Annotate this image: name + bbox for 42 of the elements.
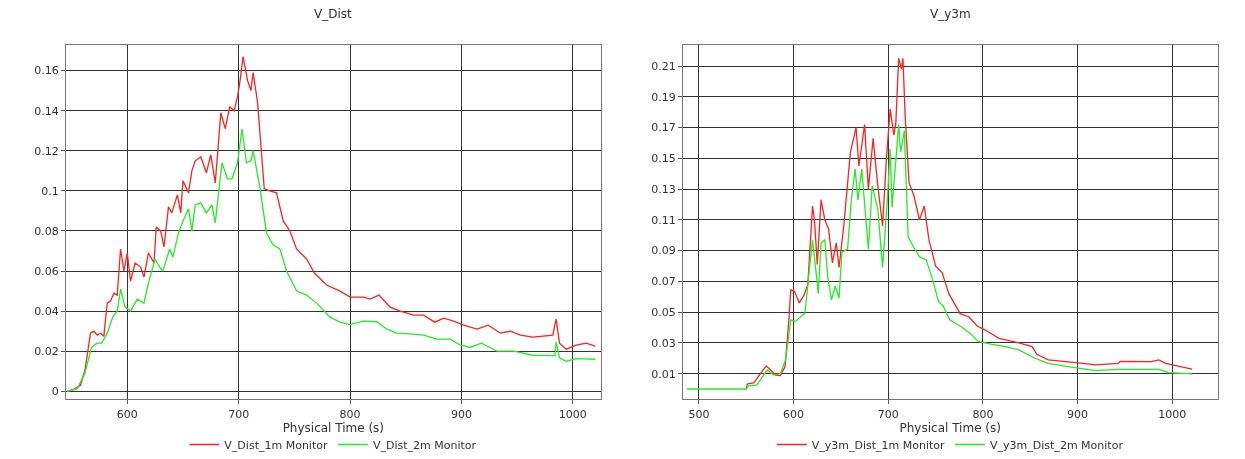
y-tick-label: 0.13	[651, 182, 676, 196]
x-tick-label: 500	[688, 407, 710, 421]
y-tick-label: 0.19	[651, 90, 676, 104]
x-tick-label: 700	[877, 407, 899, 421]
line-series	[66, 128, 596, 392]
y-tick-label: 0.09	[651, 244, 676, 258]
y-tick-label: 0.06	[34, 264, 59, 278]
y-tick-label: 0.05	[651, 305, 676, 319]
y-tick-label: 0.17	[651, 121, 676, 135]
x-axis-title: Physical Time (s)	[282, 421, 385, 436]
line-series	[686, 123, 1193, 390]
legend-label: V_Dist_2m Monitor	[372, 438, 477, 452]
chart-title: V_Dist	[314, 7, 353, 21]
y-tick-label: 0.02	[34, 345, 59, 359]
y-tick-label: 0.14	[34, 104, 59, 118]
x-tick-label: 700	[228, 407, 250, 421]
y-tick-label: 0.04	[34, 304, 59, 318]
line-series	[745, 57, 1193, 390]
legend-label: V_y3m_Dist_1m Monitor	[811, 438, 946, 452]
y-tick-label: 0.01	[651, 367, 676, 381]
y-tick-label: 0.21	[651, 59, 676, 73]
x-tick-label: 900	[1067, 407, 1089, 421]
x-tick-label: 800	[339, 407, 361, 421]
x-tick-label: 900	[450, 407, 472, 421]
y-tick-label: 0.03	[651, 336, 676, 350]
x-tick-label: 600	[116, 407, 138, 421]
x-tick-label: 800	[972, 407, 994, 421]
y-tick-label: 0.07	[651, 275, 676, 289]
x-axis-title: Physical Time (s)	[899, 421, 1001, 436]
x-tick-label: 1000	[1158, 407, 1187, 421]
y-tick-label: 0.12	[34, 144, 59, 158]
y-tick-label: 0.1	[41, 184, 59, 198]
y-tick-label: 0.16	[34, 64, 59, 78]
legend-label: V_Dist_1m Monitor	[224, 438, 328, 452]
y-tick-label: 0.11	[651, 213, 676, 227]
legend-label: V_y3m_Dist_2m Monitor	[990, 438, 1124, 452]
y-tick-label: 0.15	[651, 152, 676, 166]
x-tick-label: 600	[783, 407, 805, 421]
x-tick-label: 1000	[558, 407, 587, 421]
y-tick-label: 0	[51, 385, 59, 399]
y-tick-label: 0.08	[34, 224, 59, 238]
chart-title: V_y3m	[930, 7, 971, 21]
